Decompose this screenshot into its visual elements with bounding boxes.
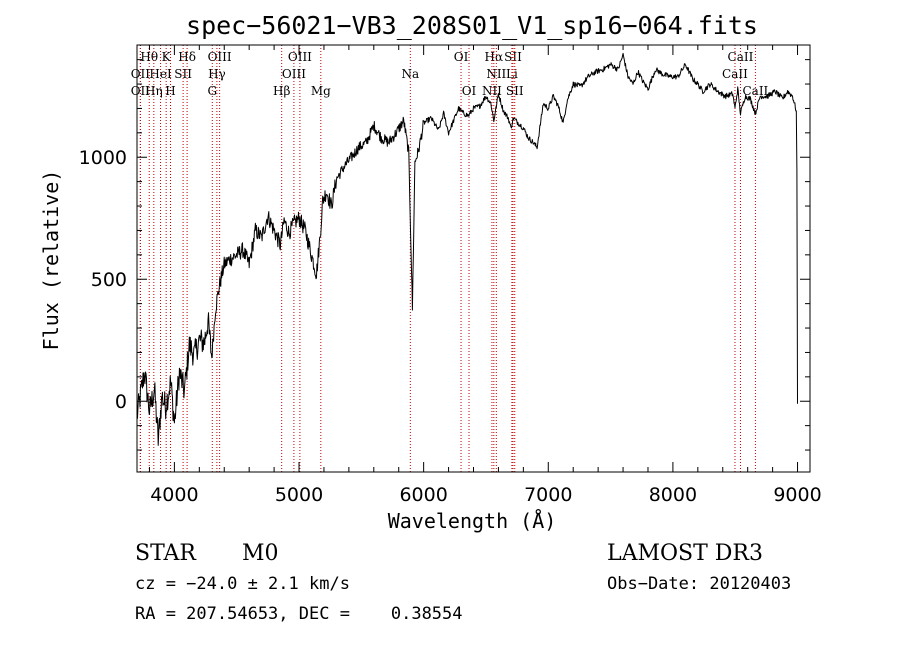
line-marker-label: CaII bbox=[742, 84, 768, 98]
line-marker-label: OIII bbox=[288, 50, 312, 64]
x-tick-label: 7000 bbox=[524, 484, 572, 506]
line-marker-label: SII bbox=[174, 67, 192, 81]
chart-title: spec−56021−VB3_208S01_V1_sp16−064.fits bbox=[186, 11, 758, 40]
line-marker-label: SII bbox=[504, 50, 522, 64]
line-marker-label: NII bbox=[486, 67, 506, 81]
star-class: STAR bbox=[135, 541, 197, 566]
line-marker-label: OII bbox=[131, 67, 151, 81]
line-marker-label: OIII bbox=[282, 67, 306, 81]
x-tick-label: 9000 bbox=[773, 484, 821, 506]
line-marker-label: Na bbox=[401, 67, 419, 81]
x-tick-label: 5000 bbox=[275, 484, 323, 506]
y-tick-label: 1000 bbox=[79, 147, 127, 169]
line-marker-label: Hα bbox=[485, 50, 504, 64]
x-tick-labels: 4000 5000 6000 7000 8000 9000 bbox=[150, 484, 822, 506]
line-markers: Hθ OII OII K HeI Hη H SII Hδ OIII Hγ G OIII OIII Hβ Mg N… bbox=[131, 45, 769, 472]
line-marker-label: SII bbox=[506, 84, 524, 98]
line-marker-label: NII bbox=[482, 84, 502, 98]
line-marker-label: Hη bbox=[145, 84, 163, 98]
x-tick-label: 4000 bbox=[150, 484, 198, 506]
line-marker-label: HeI bbox=[149, 67, 172, 81]
spectrum-line bbox=[136, 52, 798, 446]
axis-ticks bbox=[137, 45, 810, 472]
line-marker-label: G bbox=[207, 84, 217, 98]
x-axis-label: Wavelength (Å) bbox=[388, 509, 557, 533]
star-subclass: M0 bbox=[242, 541, 279, 566]
y-tick-label: 500 bbox=[91, 269, 127, 291]
line-marker-label: OII bbox=[131, 84, 151, 98]
obs-date: Obs−Date: 20120403 bbox=[607, 574, 791, 594]
line-marker-label: Hθ bbox=[140, 50, 158, 64]
line-marker-label: OIII bbox=[208, 50, 232, 64]
x-tick-label: 6000 bbox=[399, 484, 447, 506]
line-marker-label: CaII bbox=[728, 50, 754, 64]
coordinates: RA = 207.54653, DEC = 0.38554 bbox=[135, 604, 463, 624]
x-tick-label: 8000 bbox=[649, 484, 697, 506]
line-marker-label: K bbox=[162, 50, 172, 64]
survey-name: LAMOST DR3 bbox=[607, 541, 763, 566]
line-marker-label: Li bbox=[506, 67, 518, 81]
line-marker-label: OI bbox=[454, 50, 469, 64]
spectrum-series bbox=[136, 52, 798, 446]
line-marker-label: Mg bbox=[311, 84, 331, 98]
cz-value: cz = −24.0 ± 2.1 km/s bbox=[135, 574, 350, 594]
y-axis-label: Flux (relative) bbox=[39, 170, 63, 351]
line-marker-label: H bbox=[165, 84, 175, 98]
y-tick-labels: 0 500 1000 bbox=[79, 147, 127, 413]
y-tick-label: 0 bbox=[115, 391, 127, 413]
line-marker-label: CaII bbox=[722, 67, 748, 81]
line-marker-label: Hβ bbox=[273, 84, 290, 98]
line-marker-label: OI bbox=[462, 84, 477, 98]
line-marker-label: Hδ bbox=[178, 50, 196, 64]
line-marker-label: Hγ bbox=[208, 67, 226, 81]
